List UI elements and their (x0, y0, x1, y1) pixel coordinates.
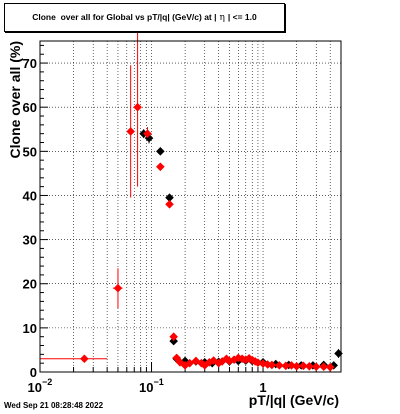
data-point (311, 362, 321, 372)
data-point (253, 358, 263, 368)
data-point (334, 349, 343, 358)
data-point (325, 362, 335, 372)
x-tick-exponent: −2 (42, 377, 52, 387)
data-point (287, 361, 296, 370)
x-axis-label: pT/|q| (GeV/c) (249, 392, 339, 408)
chart-title-box: Clone over all for Global vs pT/|q| (GeV… (4, 3, 285, 32)
data-point (113, 283, 123, 293)
data-point (222, 354, 231, 364)
data-point (156, 147, 165, 156)
data-point (172, 353, 181, 363)
data-point (165, 193, 174, 202)
data-point (169, 332, 178, 341)
x-tick-exponent: −1 (154, 377, 164, 387)
chart-title-suffix: | <= 1.0 (227, 12, 257, 22)
data-point (185, 358, 195, 368)
data-point (214, 358, 223, 368)
data-point (200, 361, 210, 370)
axis-ticks (40, 44, 331, 373)
data-point (209, 356, 218, 365)
chart-title-prefix: Clone over all for Global vs pT/|q| (GeV… (32, 12, 217, 22)
data-point (165, 199, 174, 209)
y-tick-label: 30 (23, 233, 37, 248)
x-tick-label: 1 (259, 380, 266, 395)
data-point (281, 361, 291, 371)
data-point (258, 359, 268, 368)
data-point (234, 353, 243, 363)
data-point (217, 357, 227, 366)
data-point (143, 129, 152, 138)
data-point (180, 361, 190, 370)
grid-lines (40, 41, 341, 372)
data-point (237, 354, 247, 364)
y-axis-label: Clone over all (%) (7, 41, 23, 158)
data-point (156, 162, 165, 172)
y-tick-label: 70 (23, 56, 37, 71)
datestamp: Wed Sep 21 08:28:48 2022 (4, 401, 104, 410)
y-tick-label: 60 (23, 100, 37, 115)
y-tick-label: 40 (23, 188, 37, 203)
data-point (319, 362, 329, 372)
data-point (197, 358, 206, 368)
y-tick-label: 20 (23, 277, 37, 292)
y-tick-label: 10 (23, 321, 37, 336)
data-point (133, 102, 142, 112)
plot-frame (39, 40, 342, 373)
data-point (169, 336, 178, 346)
x-tick-label: 10 (28, 380, 42, 395)
data-point (292, 361, 301, 371)
data-point (299, 361, 308, 371)
error-bars (40, 27, 340, 363)
x-tick-label: 10 (139, 380, 153, 395)
data-point (205, 357, 214, 367)
data-point (126, 127, 135, 136)
eta-symbol: η (219, 13, 225, 23)
data-markers (80, 102, 343, 372)
chart-title: Clone over all for Global vs pT/|q| (GeV… (32, 12, 257, 23)
y-tick-label: 0 (30, 365, 37, 380)
data-point (80, 354, 89, 364)
data-point (275, 361, 284, 370)
y-tick-label: 50 (23, 144, 37, 159)
data-point (305, 361, 314, 371)
data-point (267, 360, 277, 370)
data-point (329, 361, 338, 370)
data-point (225, 356, 234, 366)
